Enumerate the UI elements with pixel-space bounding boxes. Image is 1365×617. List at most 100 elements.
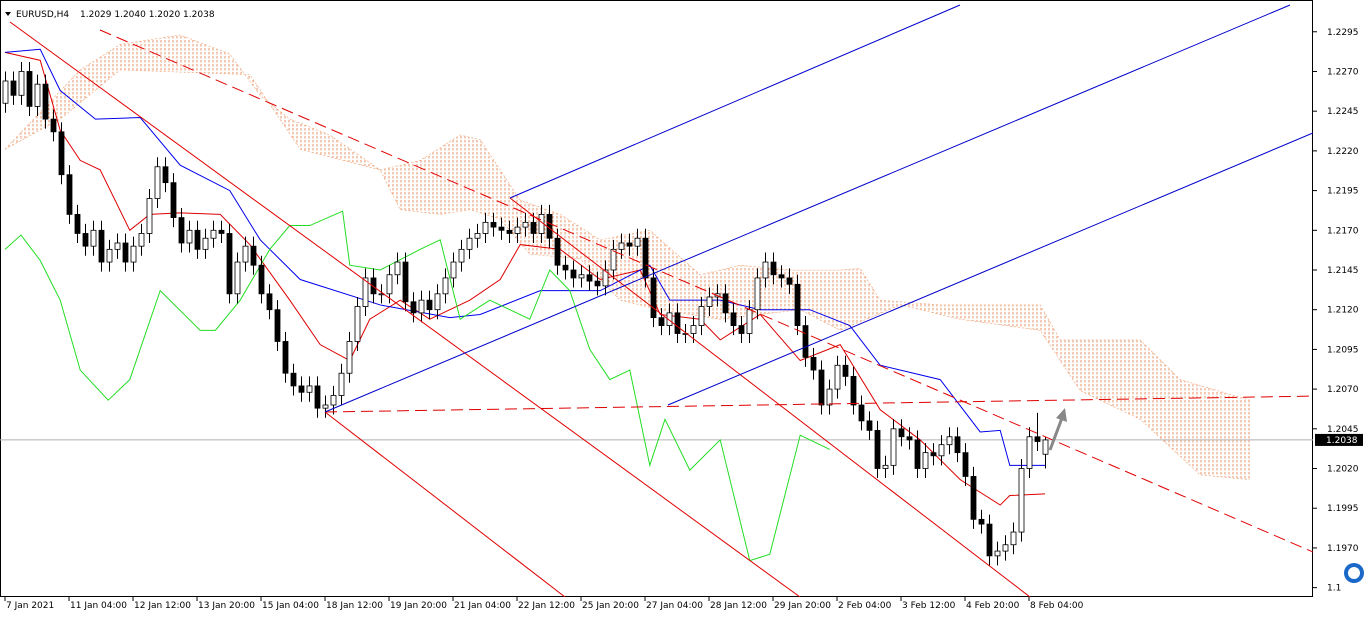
candle-body [218, 229, 225, 234]
x-tick-label: 8 Feb 04:00 [1030, 601, 1084, 611]
x-tick-label: 13 Jan 20:00 [198, 601, 255, 611]
candle-body [50, 118, 57, 133]
candle-body [450, 261, 457, 279]
candle-body [522, 221, 529, 228]
candle-body [834, 364, 841, 390]
candle-body [250, 245, 257, 266]
dashed-trend-line [99, 29, 1313, 553]
candle-body [874, 429, 881, 469]
axes: 1.2295 1.2270 1.2245 1.2220 1.2195 1.2170 1.21… [4, 28, 1363, 611]
y-tick-label: 1.2070 [1327, 385, 1359, 395]
candle-body [818, 369, 825, 406]
plot-area [0, 34, 1313, 566]
candle-body [690, 325, 697, 334]
candle-body [586, 274, 593, 282]
x-tick-label: 4 Feb 20:00 [966, 601, 1020, 611]
candle-body [898, 428, 905, 438]
candle-body [402, 261, 409, 303]
candle-body [954, 436, 961, 454]
candle-body [698, 306, 705, 326]
x-tick-label: 3 Feb 12:00 [902, 601, 956, 611]
candle-body [706, 296, 713, 307]
y-tick-label: 1.2220 [1327, 147, 1359, 157]
candle-body [114, 242, 121, 250]
y-tick-label: 1.1995 [1327, 504, 1359, 514]
candle-body [578, 274, 585, 279]
current-price-label: 1.2038 [1326, 436, 1358, 446]
candle-body [490, 221, 497, 228]
candle-body [298, 385, 305, 393]
app-icon-inner [1348, 567, 1360, 579]
y-tick-label: 1.2195 [1327, 187, 1359, 197]
candle-body [282, 341, 289, 374]
y-tick-label: 1.2295 [1327, 28, 1359, 38]
candle-body [930, 452, 937, 457]
candle-body [778, 274, 785, 279]
cloud-edge [4, 69, 1250, 480]
candle-body [866, 420, 873, 431]
channel-line [667, 132, 1313, 406]
candle-body [10, 80, 17, 96]
candle-body [338, 372, 345, 396]
x-tick-label: 21 Jan 04:00 [454, 601, 511, 611]
candle-body [978, 518, 985, 525]
y-tick-label: 1.2120 [1327, 306, 1359, 316]
y-tick-label: 1.2270 [1327, 67, 1359, 77]
x-tick-label: 22 Jan 12:00 [518, 601, 575, 611]
candle-body [642, 237, 649, 279]
candle-body [802, 325, 809, 358]
trend-line [9, 21, 801, 597]
candle-body [482, 221, 489, 234]
candle-body [394, 261, 401, 276]
candle-body [546, 214, 553, 239]
candle-body [330, 395, 337, 406]
candle-body [938, 444, 945, 457]
candle-body [306, 385, 313, 393]
candle-body [530, 221, 537, 234]
candle-body [234, 261, 241, 295]
candle-body [42, 83, 49, 120]
candle-body [562, 264, 569, 271]
candle-body [914, 439, 921, 469]
candle-body [314, 385, 321, 409]
candle-body [602, 269, 609, 287]
candle-body [98, 229, 105, 263]
candle-body [178, 217, 185, 244]
y-tick-label: 1.2170 [1327, 226, 1359, 236]
candle-body [274, 309, 281, 342]
candle-body [130, 245, 137, 263]
candle-body [634, 237, 641, 247]
candle-body [1010, 531, 1017, 546]
candle-body [418, 299, 425, 314]
current-price-box [1315, 433, 1363, 446]
candle-body [34, 83, 41, 107]
candle-body [554, 237, 561, 266]
y-tick-label: 1.2095 [1327, 345, 1359, 355]
x-tick-label: 28 Jan 12:00 [710, 601, 767, 611]
candle-body [618, 242, 625, 250]
candle-body [650, 277, 657, 319]
symbol-title: EURUSD,H4 [16, 10, 69, 20]
candle-body [1042, 439, 1049, 455]
candle-body [2, 80, 9, 104]
candle-body [962, 452, 969, 477]
candle-body [290, 372, 297, 387]
candle-body [810, 356, 817, 371]
candle-body [354, 306, 361, 342]
candle-body [986, 523, 993, 557]
arrow-head [1056, 408, 1067, 422]
candle-body [730, 312, 737, 326]
x-tick-label: 7 Jan 2021 [6, 601, 54, 611]
candle-body [746, 309, 753, 334]
candle-body [410, 301, 417, 314]
x-tick-label: 12 Jan 12:00 [134, 601, 191, 611]
x-tick-label: 25 Jan 20:00 [582, 601, 639, 611]
cloud-edge [4, 34, 1250, 401]
candle-body [738, 325, 745, 334]
dashed-level-line [324, 395, 1313, 413]
candle-body [770, 261, 777, 276]
candle-body [362, 277, 369, 307]
candle-body [442, 277, 449, 295]
x-tick-label: 2 Feb 04:00 [838, 601, 892, 611]
arrow [1048, 417, 1064, 451]
